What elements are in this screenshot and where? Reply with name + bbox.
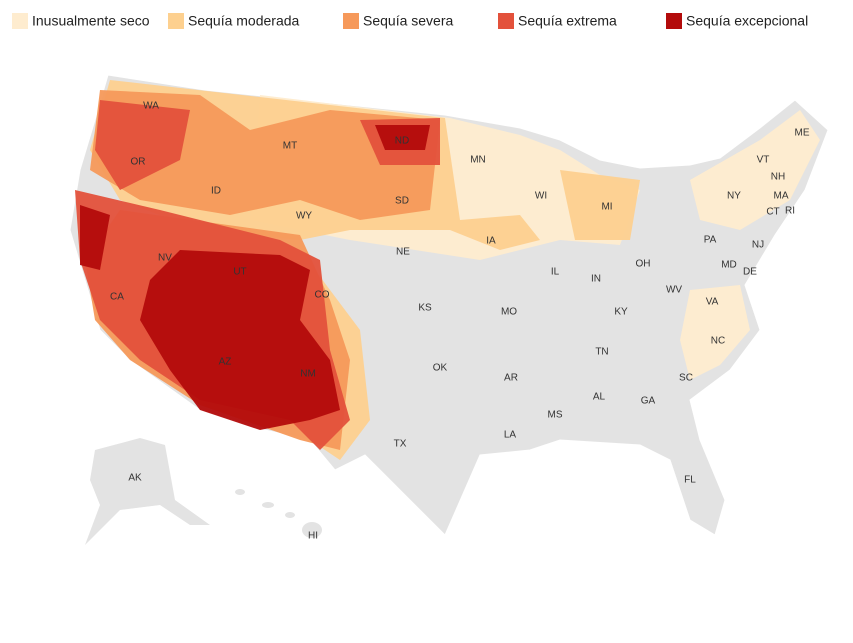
- state-label: OR: [131, 157, 146, 168]
- state-label: CA: [110, 292, 124, 303]
- state-label: VT: [757, 155, 770, 166]
- state-label: NE: [396, 247, 410, 258]
- legend-label: Inusualmente seco: [32, 13, 150, 29]
- state-label: MD: [721, 260, 737, 271]
- state-label: NH: [771, 172, 785, 183]
- state-label: ND: [395, 136, 409, 147]
- legend-swatch: [343, 13, 359, 29]
- state-label: CO: [315, 290, 330, 301]
- hawaii: [235, 489, 322, 538]
- legend-swatch: [666, 13, 682, 29]
- state-label: PA: [704, 235, 717, 246]
- state-label: NC: [711, 336, 725, 347]
- state-label: MA: [774, 191, 789, 202]
- state-label: HI: [308, 531, 318, 542]
- drought-areas: [75, 80, 820, 460]
- state-label: WV: [666, 285, 682, 296]
- state-label: AL: [593, 392, 606, 403]
- state-label: SD: [395, 196, 409, 207]
- state-label: DE: [743, 267, 757, 278]
- state-label: CT: [766, 207, 779, 218]
- state-label: WA: [143, 101, 159, 112]
- drought-area: [690, 110, 820, 230]
- state-label: MT: [283, 141, 297, 152]
- state-label: MS: [548, 410, 563, 421]
- drought-area: [560, 170, 640, 240]
- state-label: OK: [433, 363, 448, 374]
- state-label: GA: [641, 396, 656, 407]
- state-label: VA: [706, 297, 719, 308]
- state-label: NJ: [752, 240, 764, 251]
- state-label: NY: [727, 191, 741, 202]
- legend-swatch: [498, 13, 514, 29]
- state-label: TX: [394, 439, 407, 450]
- state-label: OH: [636, 259, 651, 270]
- drought-area: [140, 250, 340, 430]
- drought-area: [680, 285, 750, 380]
- state-label: NV: [158, 253, 172, 264]
- state-label: TN: [595, 347, 608, 358]
- state-label: AR: [504, 373, 518, 384]
- state-label: IN: [591, 274, 601, 285]
- state-label: UT: [233, 267, 246, 278]
- legend-label: Sequía severa: [363, 13, 453, 29]
- state-label: AZ: [219, 357, 232, 368]
- state-label: MI: [601, 202, 612, 213]
- state-label: IL: [551, 267, 560, 278]
- state-label: ID: [211, 186, 221, 197]
- drought-area: [80, 205, 110, 270]
- state-label: FL: [684, 475, 696, 486]
- state-label: NM: [300, 369, 316, 380]
- state-labels: WA OR CA NV ID MT WY UT AZ NM CO ND SD NE KS OK TX MN IA MO…: [110, 101, 810, 542]
- state-label: LA: [504, 430, 517, 441]
- state-label: ME: [795, 128, 810, 139]
- legend-swatch: [168, 13, 184, 29]
- drought-area: [375, 125, 430, 150]
- legend-swatch: [12, 13, 28, 29]
- drought-area: [95, 100, 190, 190]
- state-label: SC: [679, 373, 693, 384]
- state-label: IA: [486, 236, 496, 247]
- state-label: MO: [501, 307, 517, 318]
- legend: Inusualmente seco Sequía moderada Sequía s…: [12, 13, 808, 29]
- state-label: KS: [418, 303, 432, 314]
- state-label: MN: [470, 155, 486, 166]
- state-label: WI: [535, 191, 547, 202]
- legend-label: Sequía excepcional: [686, 13, 808, 29]
- state-label: RI: [785, 206, 795, 217]
- state-label: WY: [296, 211, 312, 222]
- state-label: AK: [128, 473, 142, 484]
- legend-label: Sequía extrema: [518, 13, 617, 29]
- alaska: [85, 438, 210, 545]
- state-label: KY: [614, 307, 628, 318]
- legend-label: Sequía moderada: [188, 13, 300, 29]
